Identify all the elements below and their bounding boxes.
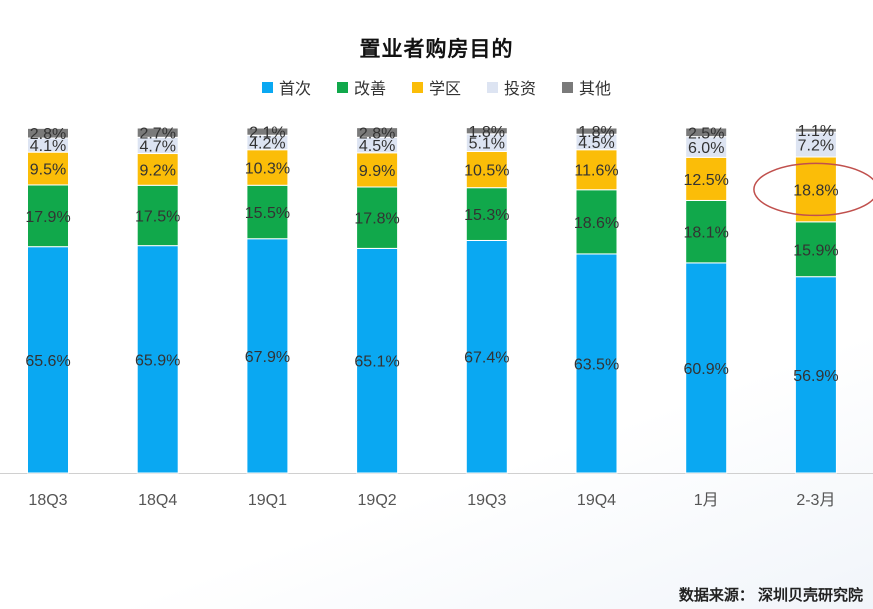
- bar-segment: [246, 238, 289, 474]
- x-tick-label: 19Q4: [577, 492, 616, 509]
- bar-segment: [794, 221, 837, 278]
- legend-item: 学区: [411, 75, 461, 99]
- data-label: 56.9%: [793, 368, 838, 385]
- data-label: 9.5%: [30, 162, 66, 179]
- bar-segment: [685, 199, 728, 264]
- bar-segment: [136, 127, 179, 138]
- bar-segment: [356, 186, 399, 249]
- bar-segment: [136, 184, 179, 247]
- bar-segment: [794, 127, 837, 133]
- data-label: 4.1%: [30, 138, 66, 155]
- data-label: 5.1%: [469, 136, 505, 153]
- bar-segment: [27, 127, 69, 139]
- data-label: 11.6%: [574, 163, 618, 180]
- data-label: 10.3%: [245, 161, 290, 178]
- legend-label: 改善: [353, 81, 386, 98]
- bar-segment: [136, 153, 179, 186]
- source-note: 数据来源： 深圳贝壳研究院: [678, 587, 863, 604]
- chart-title: 置业者购房目的: [359, 38, 514, 61]
- data-label: 4.7%: [139, 138, 175, 155]
- x-tick-label: 19Q1: [248, 492, 287, 509]
- bar-segment: [685, 156, 728, 201]
- x-tick-label: 1月: [694, 492, 719, 509]
- data-label: 18.6%: [574, 215, 619, 232]
- bar-segment: [575, 189, 618, 255]
- data-label: 4.2%: [249, 135, 285, 152]
- data-label: 18.8%: [793, 182, 838, 199]
- data-label: 2.8%: [30, 126, 66, 143]
- data-label: 15.5%: [245, 205, 290, 222]
- legend-label: 投资: [504, 81, 537, 98]
- data-label: 9.2%: [139, 162, 175, 179]
- data-label: 1.1%: [798, 123, 834, 140]
- bar-segment: [27, 184, 69, 248]
- legend-item: 其他: [562, 75, 611, 99]
- bar-segment: [794, 276, 837, 474]
- data-label: 17.5%: [135, 208, 180, 225]
- legend-swatch: [562, 81, 574, 93]
- bar-segment: [246, 127, 289, 136]
- bar-segment: [465, 127, 508, 135]
- legend-item: 改善: [336, 75, 386, 99]
- data-label: 63.5%: [574, 356, 619, 373]
- x-tick-label: 2-3月: [796, 492, 835, 509]
- data-label: 7.2%: [798, 138, 834, 155]
- bar-segment: [794, 156, 837, 223]
- data-label: 2.8%: [359, 125, 395, 142]
- data-label: 65.1%: [354, 354, 399, 371]
- bar-segment: [465, 150, 508, 189]
- data-label: 6.0%: [688, 140, 724, 157]
- legend-swatch: [336, 81, 348, 93]
- data-label: 10.5%: [464, 163, 509, 180]
- data-label: 67.4%: [464, 350, 509, 367]
- legend-item: 首次: [261, 75, 311, 99]
- data-label: 2.5%: [688, 125, 724, 142]
- bar-segment: [356, 247, 399, 474]
- legend-label: 学区: [428, 81, 461, 98]
- bar-segment: [465, 239, 508, 474]
- bar-segment: [575, 253, 618, 474]
- bar-segment: [27, 246, 69, 474]
- data-label: 2.7%: [139, 126, 175, 143]
- x-tick-label: 19Q3: [467, 492, 506, 509]
- bar-segment: [246, 149, 289, 186]
- data-label: 18.1%: [684, 225, 729, 242]
- bar-segment: [575, 127, 618, 135]
- legend-swatch: [411, 81, 423, 93]
- data-label: 4.5%: [359, 138, 395, 155]
- bar-segment: [27, 151, 69, 186]
- x-tick-label: 19Q2: [358, 492, 397, 509]
- data-label: 67.9%: [245, 349, 290, 366]
- data-label: 12.5%: [684, 172, 729, 189]
- x-tick-label: 18Q4: [138, 492, 177, 509]
- data-label: 17.9%: [25, 209, 70, 226]
- data-label: 17.8%: [354, 211, 399, 228]
- bar-segment: [356, 127, 399, 138]
- bar-segment: [685, 127, 728, 138]
- highlight-ellipse: [753, 162, 873, 217]
- chart-legend: 首次 改善 学区 投资 其他: [0, 75, 873, 99]
- data-label: 15.3%: [464, 207, 509, 224]
- bar-segment: [465, 187, 508, 241]
- bar-segment: [136, 245, 179, 474]
- data-label: 15.9%: [793, 242, 838, 259]
- data-label: 65.9%: [135, 352, 180, 369]
- legend-item: 投资: [487, 75, 536, 99]
- bar-segment: [356, 152, 399, 188]
- legend-swatch: [487, 81, 498, 93]
- data-label: 1.8%: [469, 124, 505, 141]
- x-tick-label: 18Q3: [28, 492, 67, 509]
- legend-label: 其他: [579, 81, 612, 98]
- data-label: 65.6%: [25, 353, 70, 370]
- data-label: 60.9%: [684, 361, 729, 378]
- legend-swatch: [261, 81, 273, 93]
- data-label: 1.8%: [578, 124, 614, 141]
- data-label: 9.9%: [359, 163, 395, 180]
- data-label: 4.5%: [578, 135, 614, 152]
- legend-label: 首次: [278, 81, 311, 98]
- data-label: 2.1%: [249, 125, 285, 142]
